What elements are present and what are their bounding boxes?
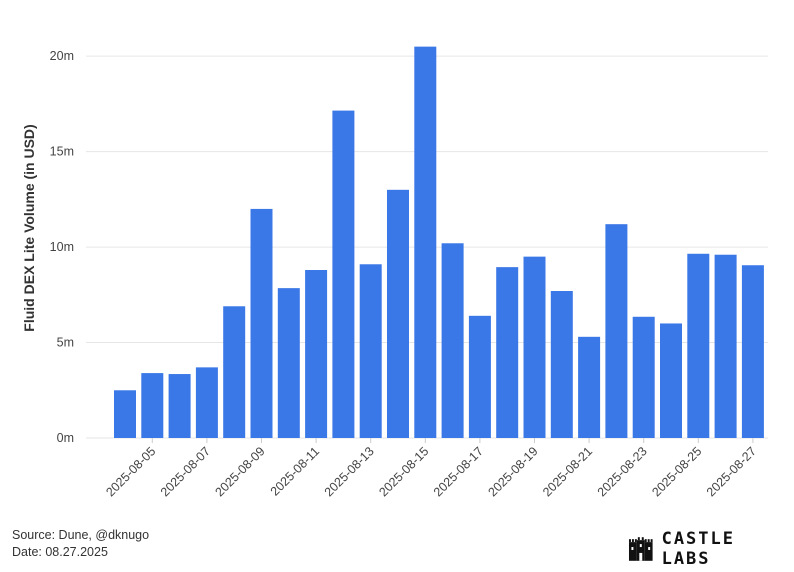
bars: [114, 46, 764, 439]
y-tick-label: 5m: [57, 336, 74, 350]
bar: [632, 316, 655, 438]
x-tick-label: 2025-08-27: [704, 444, 759, 499]
x-tick-label: 2025-08-21: [540, 444, 595, 499]
brand-name: CASTLE LABS: [661, 529, 735, 569]
x-tick-label: 2025-08-23: [595, 444, 650, 499]
x-tick-label: 2025-08-07: [158, 444, 213, 499]
x-tick-label: 2025-08-17: [431, 444, 486, 499]
bar: [605, 224, 628, 438]
bar: [305, 270, 328, 438]
bar: [468, 315, 491, 438]
x-axis: 2025-08-05 2025-08-07 2025-08-09 2025-08-11…: [103, 438, 759, 499]
brand-logo: CASTLE LABS: [628, 529, 794, 569]
footer-source: Source: Dune, @dknugo: [12, 528, 150, 542]
y-tick-label: 20m: [50, 49, 74, 63]
castle-icon: [628, 537, 653, 561]
y-tick-label: 10m: [50, 240, 74, 254]
y-tick-label: 15m: [50, 145, 74, 159]
bar: [277, 288, 300, 438]
bar: [687, 253, 710, 438]
bar: [250, 208, 273, 438]
bar: [660, 323, 682, 438]
bar: [141, 373, 164, 438]
x-tick-label: 2025-08-11: [268, 444, 322, 498]
bar: [332, 110, 355, 438]
bar: [387, 189, 409, 438]
y-tick-label: 0m: [57, 431, 74, 445]
x-tick-label: 2025-08-05: [103, 444, 158, 499]
bar: [496, 267, 519, 438]
bar: [195, 367, 218, 438]
bar: [714, 254, 737, 438]
bar: [550, 291, 573, 438]
bar: [414, 46, 437, 439]
bar: [523, 256, 546, 438]
y-axis: 0m 5m 10m 15m 20m: [50, 49, 74, 445]
bar: [441, 243, 464, 438]
bar: [223, 306, 246, 438]
footer-date: Date: 08.27.2025: [12, 545, 108, 559]
bar: [741, 265, 764, 438]
x-tick-label: 2025-08-15: [376, 444, 431, 499]
x-tick-label: 2025-08-13: [322, 444, 377, 499]
x-tick-label: 2025-08-19: [486, 444, 541, 499]
y-axis-title: Fluid DEX Lite Volume (in USD): [21, 124, 37, 331]
bar: [359, 264, 382, 438]
bar: [114, 390, 136, 438]
bar: [578, 336, 601, 438]
x-tick-label: 2025-08-09: [213, 444, 268, 499]
x-tick-label: 2025-08-25: [649, 444, 704, 499]
bar: [168, 374, 191, 438]
